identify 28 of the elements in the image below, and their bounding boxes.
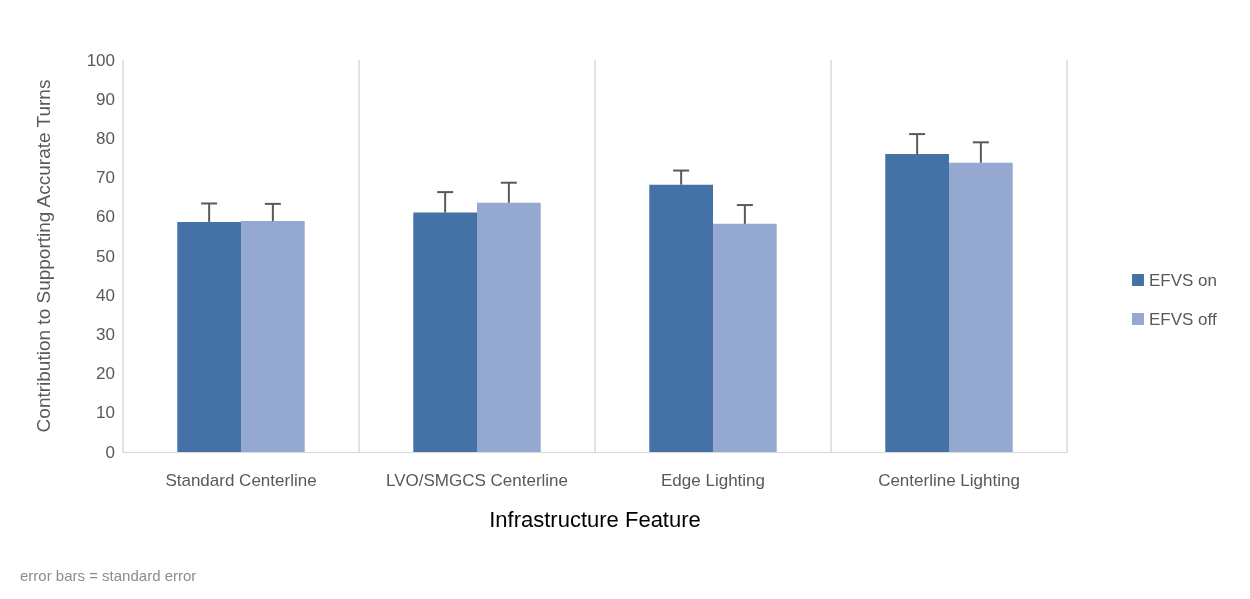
- text: error bars = standard error: [20, 567, 197, 584]
- y-tick-label: 70: [96, 168, 115, 188]
- y-tick-label: 0: [105, 442, 115, 462]
- x-axis-title: Infrastructure Feature: [489, 506, 701, 532]
- y-tick-label: 10: [96, 403, 115, 423]
- bar: [413, 212, 477, 452]
- y-axis-title: Contribution to Supporting Accurate Turns: [33, 79, 54, 433]
- legend-label: EFVS on: [1148, 270, 1218, 290]
- x-tick-label: Edge Lighting: [661, 471, 765, 490]
- y-tick-label: 90: [96, 89, 115, 109]
- x-tick-label: Standard Centerline: [165, 471, 317, 490]
- bar: [949, 162, 1013, 452]
- y-tick-label: 40: [96, 285, 115, 305]
- y-tick-label: 20: [96, 364, 115, 384]
- y-tick-label: 60: [96, 207, 115, 227]
- y-tick-label: 100: [86, 50, 115, 70]
- bar: [241, 221, 305, 452]
- bar: [649, 184, 713, 452]
- bar: [713, 223, 777, 452]
- bar: [885, 154, 949, 452]
- y-tick-label: 30: [96, 324, 115, 344]
- x-tick-label: Centerline Lighting: [878, 471, 1020, 490]
- x-tick-label: LVO/SMGCS Centerline: [385, 471, 569, 490]
- y-tick-label: 50: [96, 246, 115, 266]
- legend-label: EFVS off: [1148, 309, 1217, 329]
- bar: [177, 221, 241, 452]
- bar: [477, 202, 541, 452]
- y-tick-label: 80: [96, 128, 115, 148]
